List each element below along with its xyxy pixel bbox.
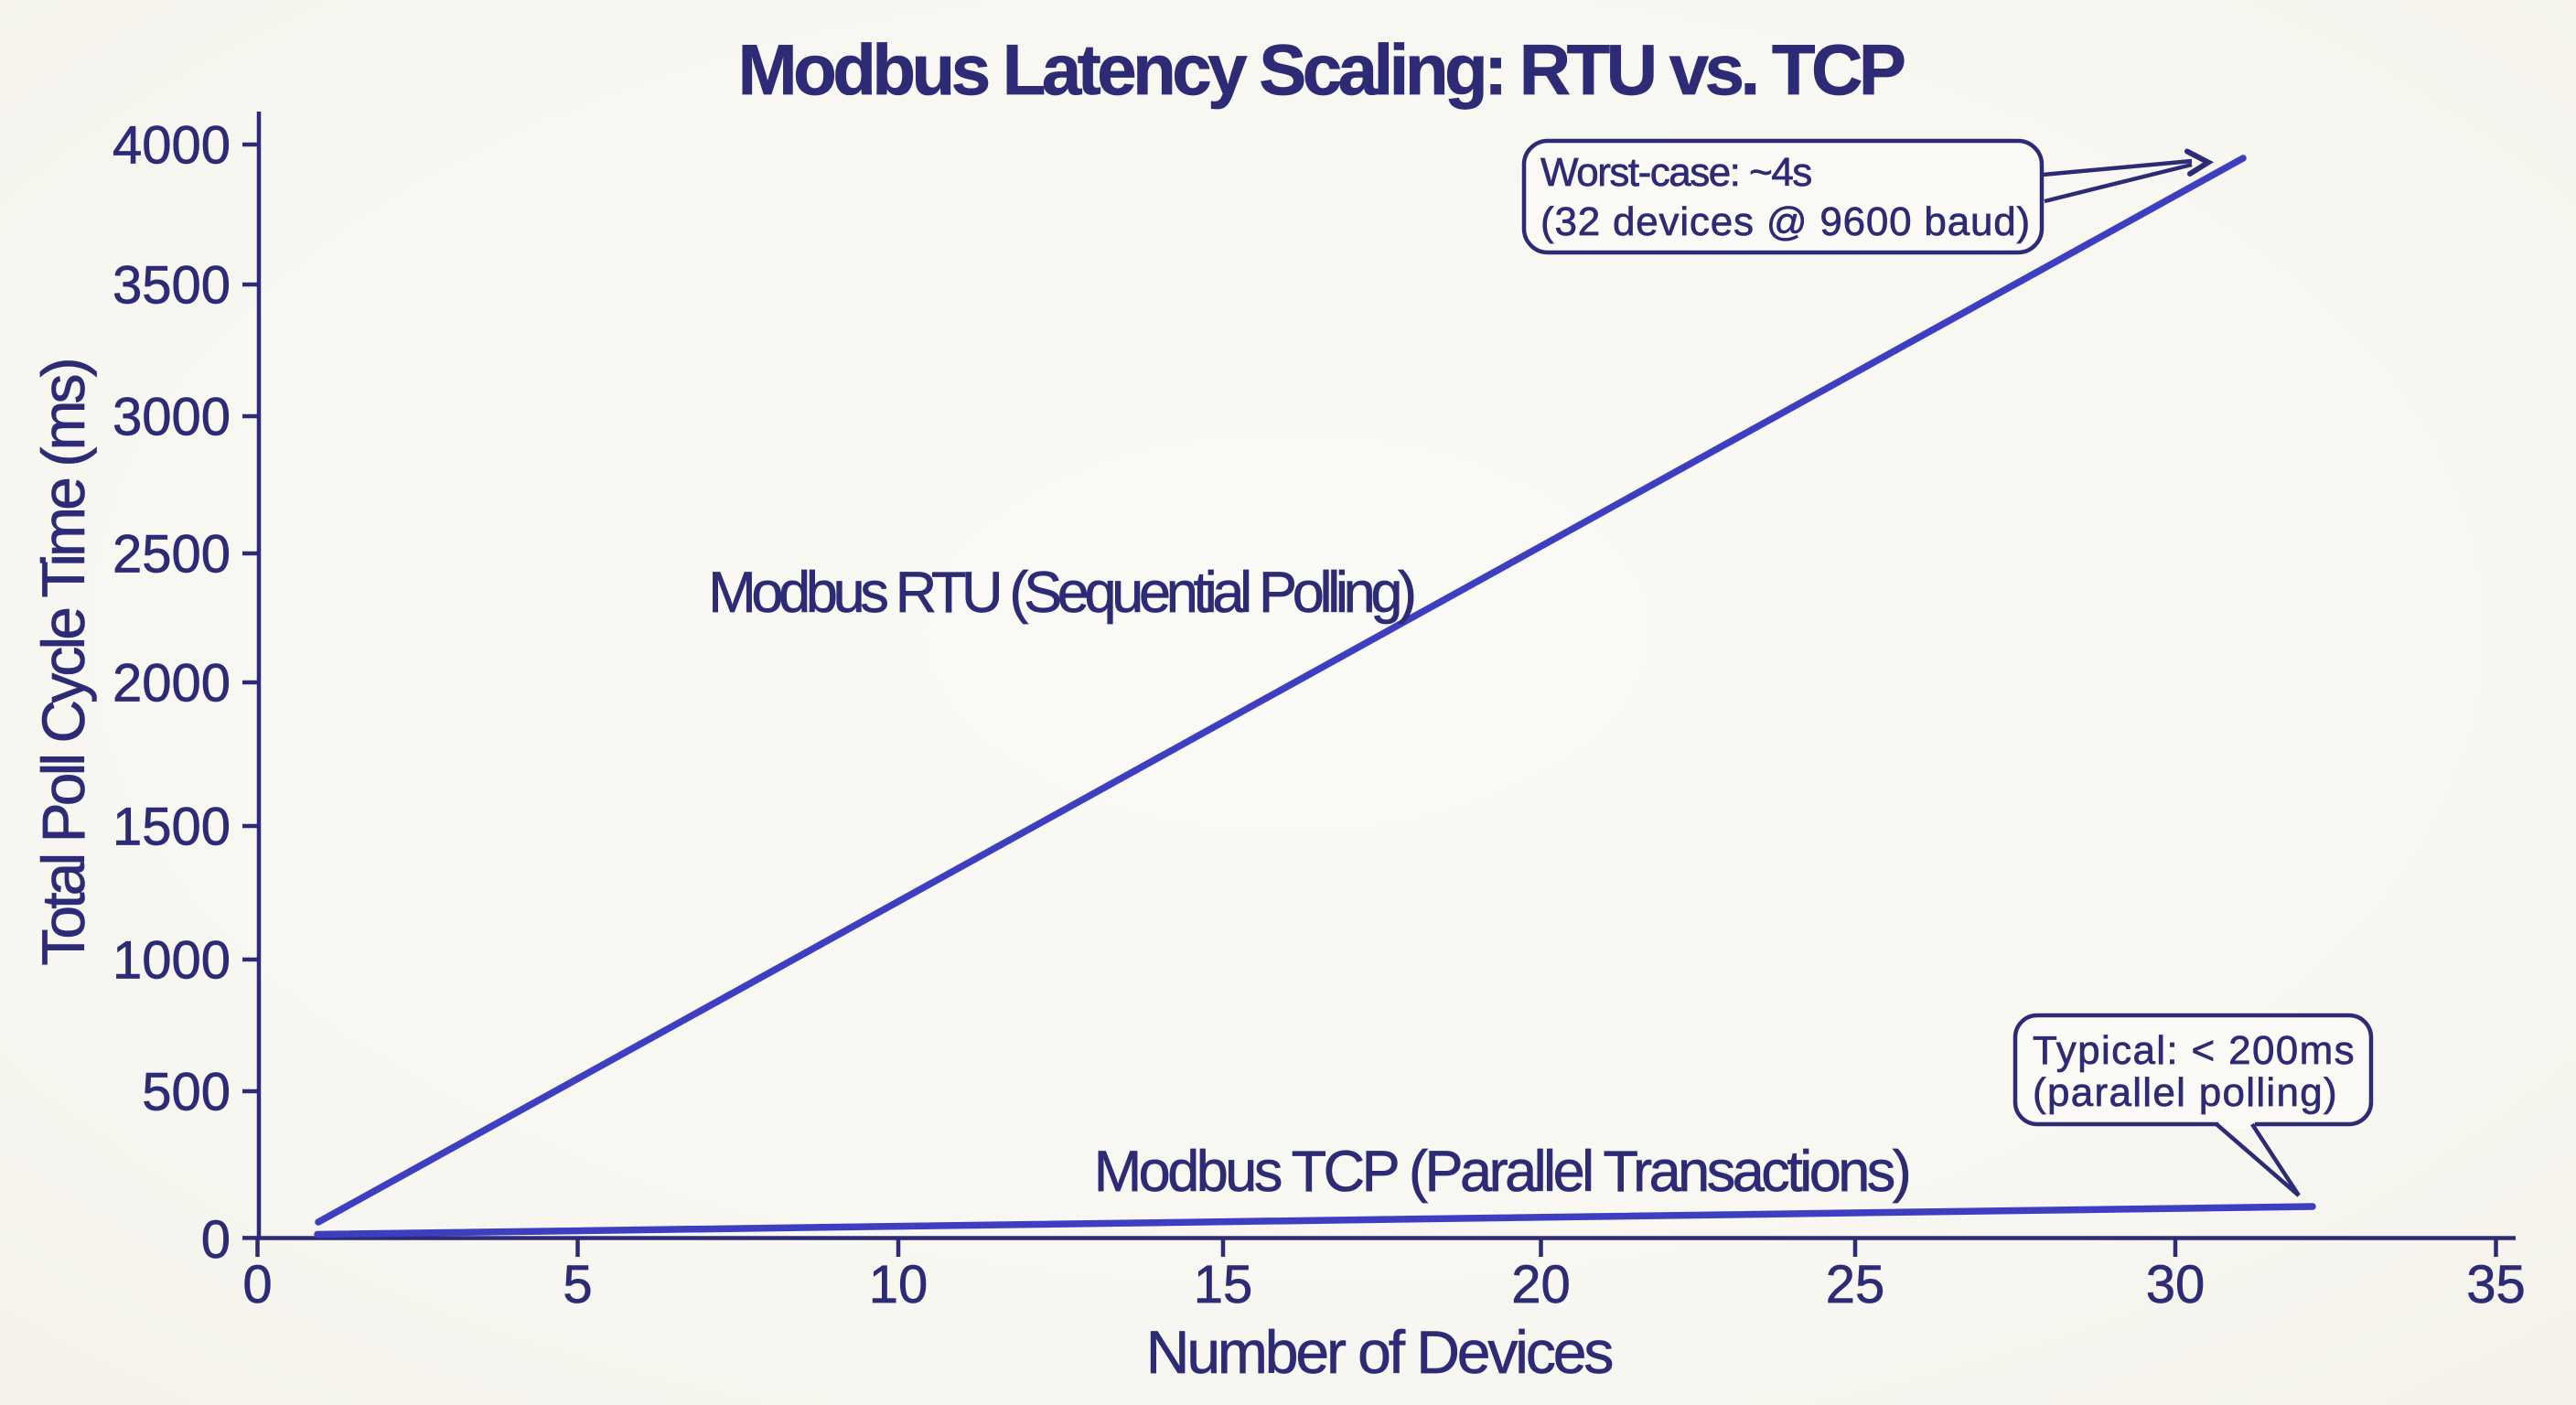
svg-text:25: 25: [1826, 1255, 1885, 1314]
svg-text:0: 0: [201, 1210, 231, 1270]
svg-text:Modbus Latency Scaling: RTU vs: Modbus Latency Scaling: RTU vs. TCP: [738, 29, 1905, 110]
svg-text:500: 500: [142, 1063, 231, 1122]
svg-text:15: 15: [1194, 1255, 1253, 1314]
svg-text:10: 10: [869, 1255, 928, 1314]
svg-text:1500: 1500: [113, 798, 231, 857]
svg-text:20: 20: [1511, 1255, 1571, 1314]
svg-text:4000: 4000: [113, 116, 231, 176]
svg-text:0: 0: [242, 1255, 272, 1314]
svg-text:1000: 1000: [113, 931, 231, 991]
svg-text:30: 30: [2146, 1255, 2206, 1314]
svg-text:3500: 3500: [113, 256, 231, 316]
svg-text:Number of Devices: Number of Devices: [1146, 1318, 1613, 1386]
svg-text:5: 5: [563, 1255, 592, 1314]
svg-text:2000: 2000: [113, 654, 231, 713]
svg-text:Typical: < 200ms: Typical: < 200ms: [2033, 1028, 2356, 1073]
svg-text:Total Poll Cycle Time (ms): Total Poll Cycle Time (ms): [29, 360, 97, 965]
svg-text:(32 devices @ 9600 baud): (32 devices @ 9600 baud): [1540, 199, 2031, 244]
svg-text:Modbus RTU (Sequential Polling: Modbus RTU (Sequential Polling): [708, 561, 1414, 625]
svg-text:Worst-case: ~4s: Worst-case: ~4s: [1540, 150, 1811, 195]
svg-text:3000: 3000: [113, 388, 231, 447]
svg-text:Modbus TCP (Parallel Transacti: Modbus TCP (Parallel Transactions): [1094, 1140, 1909, 1204]
svg-text:35: 35: [2466, 1255, 2526, 1314]
svg-text:2500: 2500: [113, 525, 231, 585]
svg-text:(parallel polling): (parallel polling): [2033, 1070, 2338, 1115]
